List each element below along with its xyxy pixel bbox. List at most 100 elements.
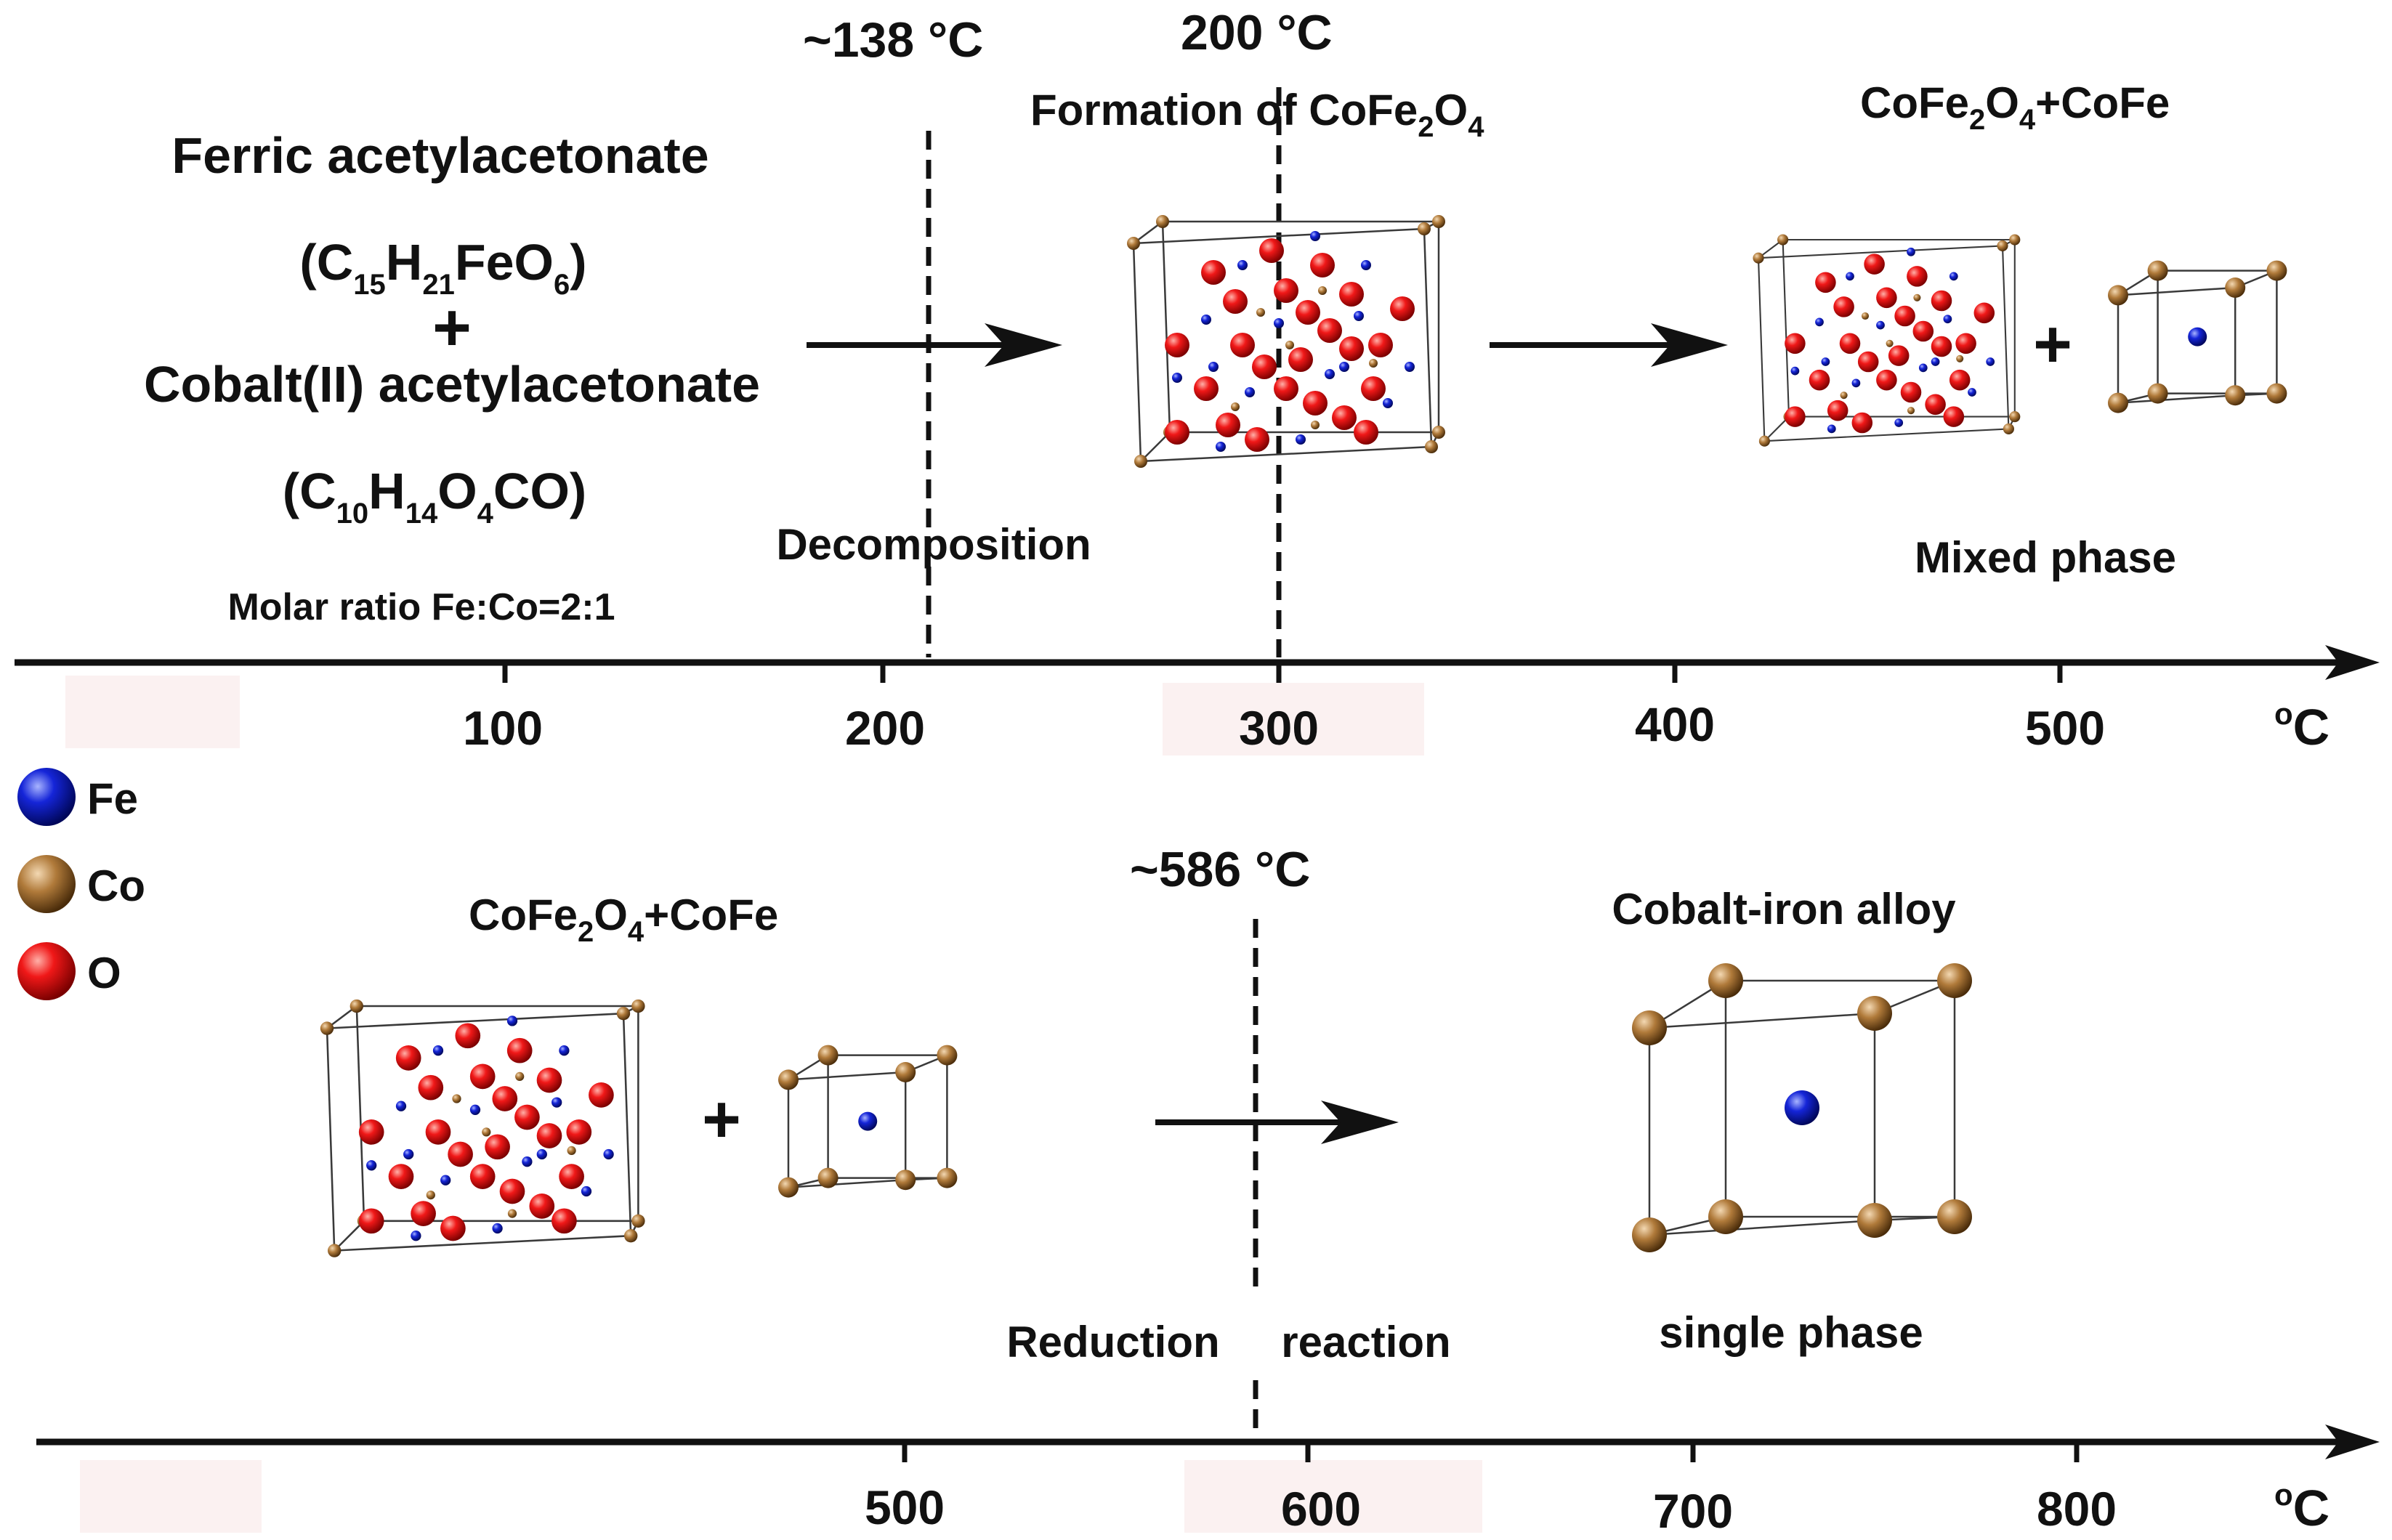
co-atom (895, 1062, 916, 1082)
fe-atom (1986, 357, 1995, 366)
top-tick-label-400: 400 (1635, 697, 1715, 751)
o-atom (1925, 394, 1946, 416)
fe-atom (432, 1045, 444, 1056)
fe-atom (1790, 366, 1800, 376)
reaction-arrow-2-head (1651, 323, 1728, 367)
fe-atom (536, 1148, 547, 1160)
co-atom (2266, 383, 2287, 404)
fe-atom (858, 1111, 878, 1131)
bottom-temperature-axis: 500 600 700 800 oC (36, 1424, 2380, 1538)
o-atom (358, 1208, 384, 1234)
o-atom (529, 1194, 555, 1219)
cell-edge (1758, 245, 2003, 259)
scan-smudge (65, 676, 240, 748)
top-axis-unit: oC (2274, 697, 2330, 755)
o-atom (1194, 376, 1219, 401)
co-atom (2108, 285, 2128, 306)
cell-edge (1763, 416, 1790, 442)
o-atom (1900, 381, 1922, 403)
o-atom (411, 1201, 436, 1226)
cell-edge (788, 1178, 906, 1188)
co-atom (2108, 392, 2128, 413)
co-atom (426, 1190, 435, 1200)
fe-atom (1918, 363, 1928, 373)
fe-atom (1949, 272, 1958, 281)
co-atom (1913, 293, 1921, 301)
o-atom (358, 1119, 384, 1145)
fe-atom (559, 1045, 570, 1056)
o-atom (1876, 287, 1897, 309)
top-tick-label-200: 200 (845, 701, 925, 755)
fe-atom (581, 1186, 592, 1197)
precursor-1-name: Ferric acetylacetonate (171, 127, 708, 184)
o-atom (589, 1082, 614, 1108)
single-phase-label: single phase (1659, 1308, 1923, 1357)
fe-atom (469, 1104, 481, 1115)
top-tick-label-500: 500 (2025, 701, 2105, 755)
o-atom (1931, 290, 1952, 312)
reduction-label-right: reaction (1281, 1318, 1450, 1366)
o-atom (1973, 302, 1995, 324)
o-atom (1785, 333, 1806, 354)
co-atom (2009, 234, 2021, 246)
co-atom (567, 1146, 576, 1156)
co-atom (2009, 411, 2021, 423)
cell-edge (334, 1234, 631, 1252)
co-atom (515, 1071, 525, 1082)
fe-atom (1339, 362, 1349, 372)
fe-atom (1245, 387, 1255, 397)
fe-atom (2188, 327, 2207, 346)
co-legend-sphere (17, 855, 76, 913)
co-atom (1777, 234, 1789, 246)
o-atom (1259, 238, 1284, 263)
co-atom (1708, 963, 1743, 998)
o-atom (506, 1037, 533, 1063)
bottom-tick-label-600: 600 (1281, 1482, 1361, 1536)
co-atom (1432, 215, 1445, 228)
atom-legend: Fe Co O (17, 768, 145, 1000)
o-atom (485, 1134, 510, 1160)
o-atom (1390, 296, 1415, 321)
scan-smudge (1163, 683, 1424, 755)
bottom-tick-label-500: 500 (865, 1480, 945, 1534)
cell-edge (2117, 394, 2236, 404)
decomposition-temp-label: ~138 °C (803, 12, 983, 68)
cell-edge (334, 1220, 365, 1252)
fe-atom (1296, 434, 1306, 445)
fe-atom (1383, 398, 1393, 408)
o-atom (1785, 406, 1806, 427)
co-atom (1418, 222, 1431, 235)
o-atom (395, 1045, 421, 1071)
o-atom (1809, 369, 1830, 391)
bcc-crystal-bottom-small (778, 1045, 958, 1198)
o-atom (1839, 333, 1861, 354)
o-atom (469, 1063, 496, 1090)
co-atom (778, 1069, 799, 1090)
o-atom (1274, 376, 1298, 401)
cell-edge (1140, 431, 1171, 462)
reduction-arrow-head (1321, 1101, 1399, 1144)
o-atom (1165, 333, 1189, 357)
fe-atom (1325, 369, 1335, 379)
top-tick-label-100: 100 (463, 701, 543, 755)
fe-atom (1907, 247, 1915, 256)
co-atom (2225, 277, 2246, 298)
co-atom (1708, 1199, 1743, 1234)
o-atom (1833, 296, 1854, 317)
o-atom (551, 1208, 577, 1234)
o-atom (418, 1074, 444, 1101)
cell-edge (1782, 239, 1790, 417)
cell-edge (1140, 445, 1432, 463)
spinel-crystal-top-right (1753, 234, 2021, 447)
fe-atom (1968, 388, 1976, 397)
precursor-plus-sign: + (432, 291, 472, 365)
o-atom (1368, 333, 1393, 357)
bcc-crystal-top-right (2108, 260, 2287, 413)
fe-atom (551, 1097, 562, 1108)
decomposition-label: Decomposition (776, 520, 1091, 569)
cell-edge (788, 1071, 906, 1081)
o-atom (1332, 405, 1357, 430)
co-atom (1632, 1010, 1667, 1045)
cell-edge (1133, 227, 1425, 245)
